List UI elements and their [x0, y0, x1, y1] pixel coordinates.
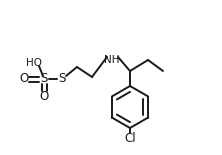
Text: S: S	[40, 73, 48, 86]
Text: O: O	[19, 73, 29, 86]
Text: Cl: Cl	[124, 133, 136, 146]
Text: HO: HO	[26, 58, 42, 68]
Text: NH: NH	[104, 55, 120, 65]
Text: O: O	[39, 89, 49, 102]
Text: S: S	[58, 73, 66, 86]
